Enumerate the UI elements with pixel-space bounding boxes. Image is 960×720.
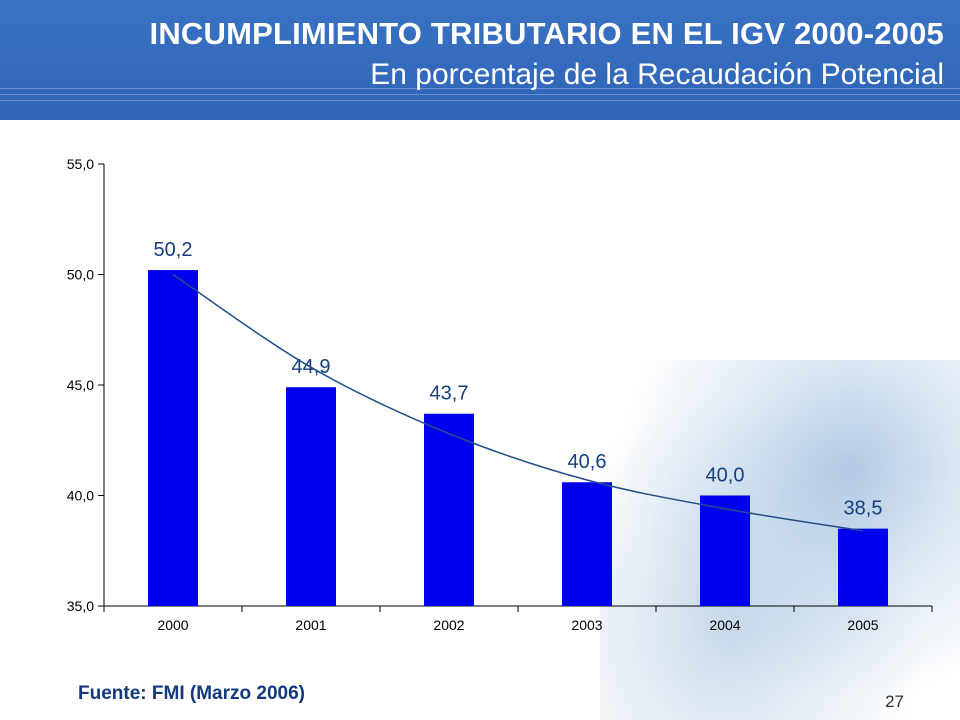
trend-line <box>172 273 864 532</box>
data-label: 50,2 <box>154 239 193 261</box>
x-category-label: 2003 <box>571 617 602 633</box>
slide-header: INCUMPLIMIENTO TRIBUTARIO EN EL IGV 2000… <box>0 0 960 120</box>
x-category-label: 2000 <box>157 617 188 633</box>
bar-2001 <box>286 387 336 606</box>
x-category-label: 2002 <box>433 617 464 633</box>
page-number: 27 <box>885 692 904 711</box>
slide-title: INCUMPLIMIENTO TRIBUTARIO EN EL IGV 2000… <box>149 16 944 51</box>
bar-2005 <box>838 528 888 606</box>
data-label: 40,6 <box>568 451 607 473</box>
bar-2004 <box>700 495 750 606</box>
x-category-label: 2001 <box>295 617 326 633</box>
data-label: 43,7 <box>430 383 469 405</box>
header-decorative-lines <box>0 88 960 106</box>
background-photo <box>600 360 960 720</box>
data-label: 38,5 <box>844 498 883 520</box>
bar-2003 <box>562 482 612 606</box>
x-category-label: 2004 <box>709 617 740 633</box>
source-note: Fuente: FMI (Marzo 2006) <box>78 683 305 704</box>
slide-subtitle: En porcentaje de la Recaudación Potencia… <box>370 58 944 91</box>
bar-chart: 35,040,045,050,055,0200050,2200144,92002… <box>67 156 933 633</box>
y-tick-label: 55,0 <box>67 156 94 172</box>
y-tick-label: 50,0 <box>67 267 94 283</box>
bar-2002 <box>424 413 474 606</box>
x-category-label: 2005 <box>847 617 878 633</box>
y-tick-label: 40,0 <box>67 488 94 504</box>
data-label: 40,0 <box>706 465 745 487</box>
y-tick-label: 45,0 <box>67 377 94 393</box>
bar-2000 <box>148 270 198 606</box>
y-tick-label: 35,0 <box>67 598 94 614</box>
